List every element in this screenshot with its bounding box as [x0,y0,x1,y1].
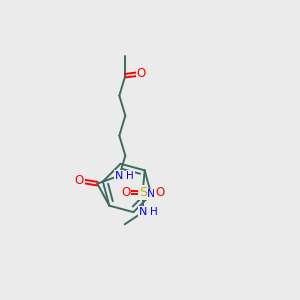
Text: S: S [139,186,147,199]
Text: O: O [137,67,146,80]
Text: O: O [75,174,84,187]
Text: N: N [147,190,155,200]
Text: O: O [155,186,164,199]
Text: N: N [115,171,124,181]
Text: N: N [139,207,147,217]
Text: H: H [126,171,134,181]
Text: O: O [121,186,130,199]
Text: H: H [150,207,158,217]
